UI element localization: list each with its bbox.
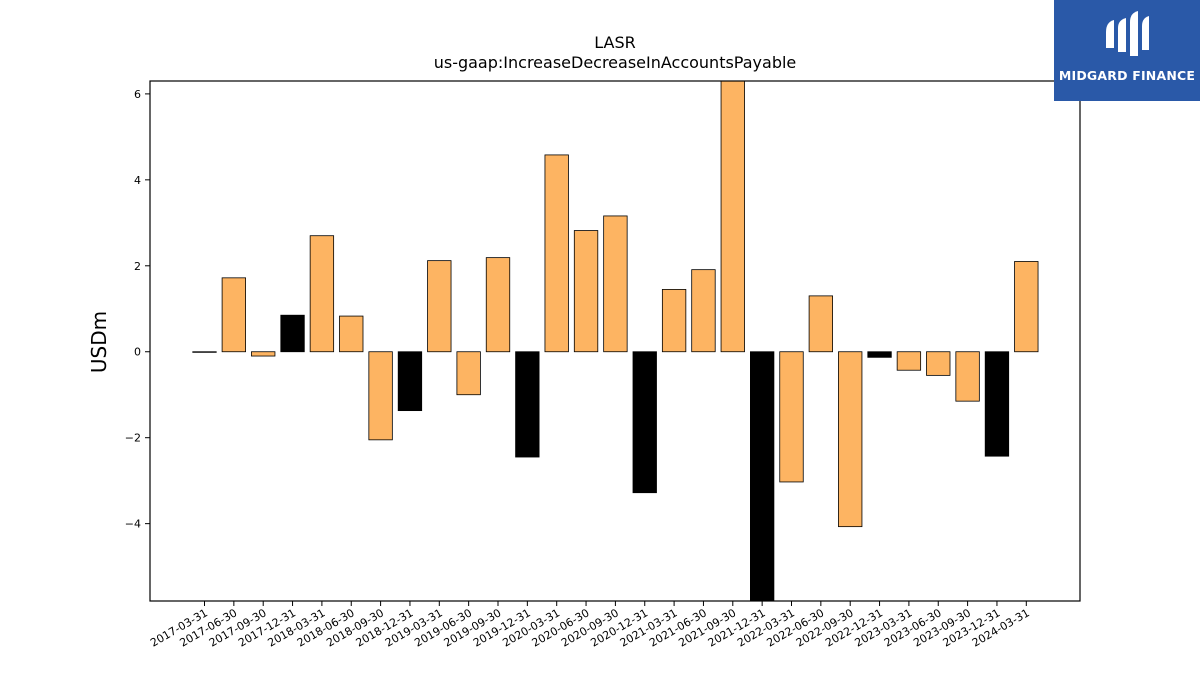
y-tick-label: 4	[134, 174, 141, 187]
y-ticks-group: −4 −2 0 2 4 6	[125, 88, 150, 531]
bar-2023-06-30	[926, 351, 951, 376]
y-tick-label: −2	[125, 432, 141, 445]
bar-2021-12-31	[750, 351, 775, 602]
bar-2020-09-30	[603, 215, 628, 353]
bar-2019-09-30	[485, 257, 511, 353]
bar-2017-12-31	[280, 314, 305, 353]
bar-2021-03-31	[661, 289, 687, 353]
bar-2020-06-30	[573, 230, 599, 353]
bar-2021-09-30	[720, 80, 745, 353]
plot-frame	[149, 80, 1081, 602]
bar-2024-03-31	[1014, 261, 1039, 353]
bar-2019-06-30	[456, 351, 481, 396]
y-tick-label: 0	[134, 346, 141, 359]
bar-2019-12-31	[515, 351, 540, 458]
bar-2022-12-31	[867, 351, 892, 358]
bar-2022-03-31	[779, 351, 804, 483]
bar-2018-09-30	[368, 351, 393, 441]
y-axis-label: USDm	[87, 311, 111, 373]
logo-text: MIDGARD FINANCE	[1058, 68, 1196, 83]
bar-2020-12-31	[632, 351, 657, 494]
bar-2022-06-30	[808, 295, 833, 353]
bar-2018-12-31	[397, 351, 423, 412]
y-tick-label: 6	[134, 88, 141, 101]
bar-2017-03-31	[192, 351, 217, 353]
bar-2021-06-30	[691, 269, 716, 353]
bars-group	[192, 80, 1039, 602]
bar-2017-06-30	[221, 277, 247, 353]
midgard-logo-icon	[1106, 11, 1149, 56]
bar-2019-03-31	[427, 260, 452, 353]
bar-2018-06-30	[339, 315, 364, 353]
y-tick-label: −4	[125, 518, 141, 531]
chart-subtitle: us-gaap:IncreaseDecreaseInAccountsPayabl…	[434, 53, 797, 72]
chart-title: LASR	[594, 33, 636, 52]
x-ticks-group: 2017-03-312017-06-302017-09-302017-12-31…	[148, 601, 1032, 650]
bar-2023-12-31	[984, 351, 1010, 457]
bar-2017-09-30	[251, 351, 276, 357]
bar-2020-03-31	[544, 154, 569, 353]
bar-2022-09-30	[838, 351, 863, 528]
bar-2023-03-31	[896, 351, 922, 371]
bar-2018-03-31	[309, 235, 335, 353]
bar-2023-09-30	[955, 351, 980, 402]
brand-logo: MIDGARD FINANCE	[1054, 0, 1200, 101]
y-tick-label: 2	[134, 260, 141, 273]
